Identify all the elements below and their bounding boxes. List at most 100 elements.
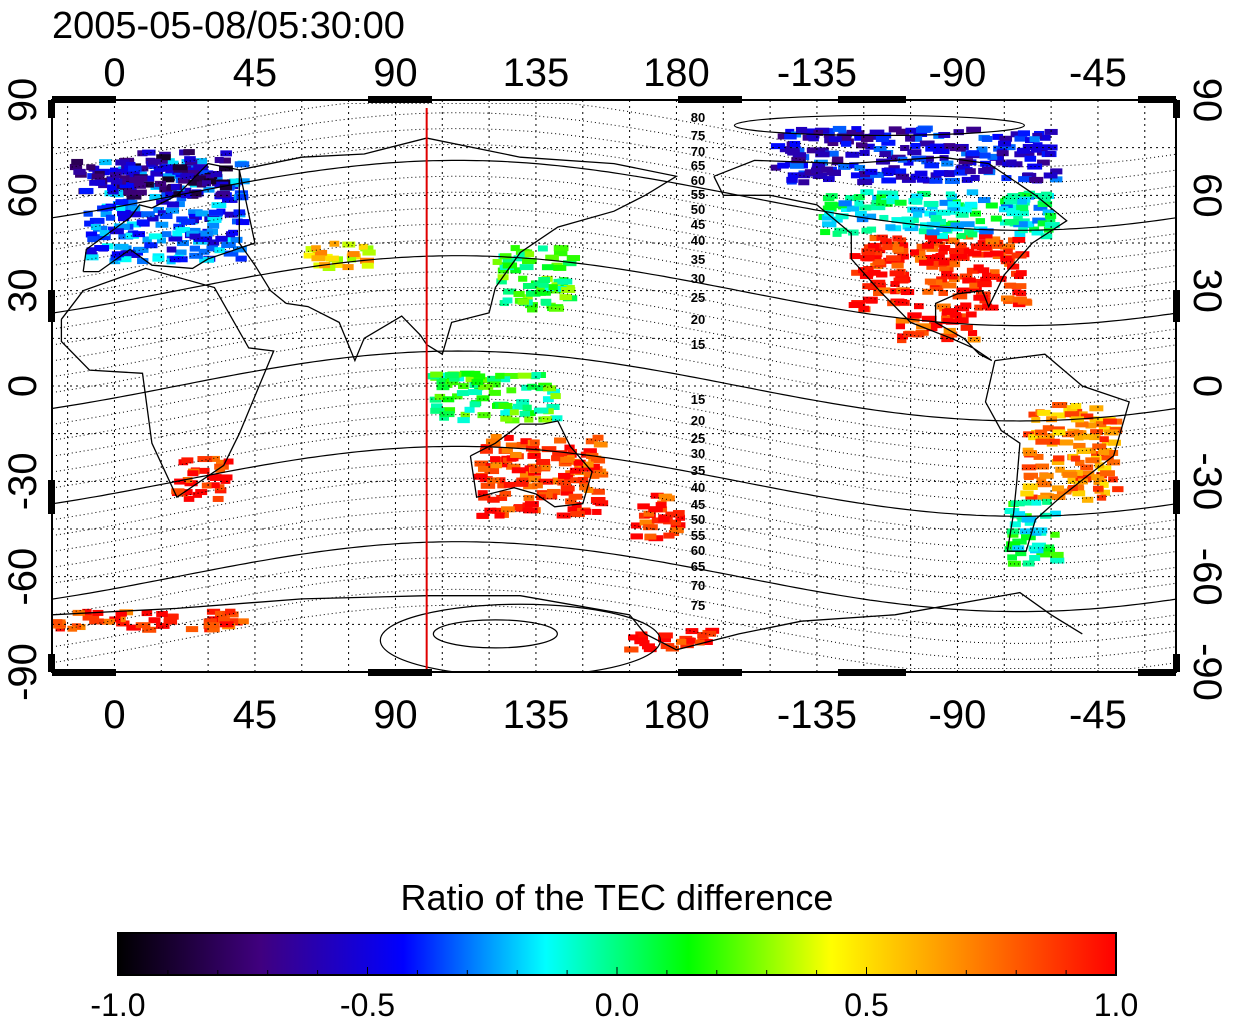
data-cell	[155, 622, 170, 629]
data-cell	[1024, 474, 1034, 481]
data-cell	[955, 211, 969, 218]
data-cell	[1036, 477, 1047, 484]
data-cell	[954, 169, 968, 176]
data-cell	[1076, 447, 1090, 454]
data-cell	[209, 474, 221, 481]
data-cell	[966, 267, 979, 274]
data-cell	[99, 159, 112, 166]
data-cell	[947, 273, 958, 280]
data-cell	[520, 438, 532, 445]
data-cell	[569, 467, 582, 474]
data-cell	[1012, 296, 1027, 303]
data-cell	[1013, 221, 1028, 228]
data-cell	[501, 376, 511, 383]
data-cell	[655, 502, 667, 509]
data-cell	[116, 616, 126, 623]
contour-line	[52, 445, 1176, 517]
data-cell	[1033, 453, 1044, 460]
data-cell	[530, 466, 542, 473]
data-cell	[588, 463, 600, 470]
data-cell	[439, 411, 455, 418]
data-cell	[1112, 486, 1124, 493]
data-cell	[1080, 413, 1094, 420]
data-cell	[1006, 204, 1022, 211]
right-tick-label: 0	[1185, 375, 1229, 397]
contour-label-north: 80	[691, 110, 705, 125]
data-cell	[1056, 488, 1072, 495]
data-cell	[939, 265, 950, 272]
data-cell	[529, 439, 540, 446]
data-cell	[149, 215, 159, 222]
data-cell	[156, 237, 166, 244]
data-cell	[905, 135, 916, 142]
data-cell	[923, 200, 939, 207]
data-cell	[1020, 490, 1034, 497]
data-cell	[226, 618, 239, 625]
contour-label-north: 30	[691, 271, 705, 286]
data-cell	[52, 619, 63, 626]
data-cell	[853, 194, 865, 201]
data-cell	[101, 204, 113, 211]
data-cell	[909, 217, 919, 224]
data-cell	[88, 613, 100, 620]
data-cell	[214, 156, 224, 163]
data-cell	[637, 503, 650, 510]
data-cell	[985, 238, 1000, 245]
data-cell	[876, 234, 888, 241]
data-cell	[1078, 478, 1088, 485]
data-cell	[362, 249, 376, 256]
contour-label-north: 70	[691, 144, 705, 159]
data-cell	[206, 482, 220, 489]
data-cell	[1035, 438, 1050, 445]
data-cell	[187, 470, 199, 477]
data-cell	[159, 186, 173, 193]
data-cell	[518, 275, 528, 282]
data-cell	[840, 140, 852, 147]
data-cell	[926, 245, 939, 252]
data-cell	[973, 294, 989, 301]
data-cell	[985, 202, 998, 209]
data-cell	[962, 277, 976, 284]
data-cell	[825, 193, 838, 200]
bottom-tick-label: 180	[643, 693, 710, 737]
data-cell	[496, 477, 506, 484]
data-cell	[439, 414, 449, 421]
data-cell	[217, 617, 230, 624]
data-cell	[214, 247, 225, 254]
data-cell	[115, 199, 129, 206]
data-cell	[1016, 147, 1031, 154]
data-cell	[478, 383, 494, 390]
data-cell	[1028, 411, 1039, 418]
data-cell	[155, 221, 169, 228]
data-cell	[964, 201, 978, 208]
data-cell	[536, 458, 551, 465]
data-cell	[937, 232, 949, 239]
right-tick-label: -90	[1185, 643, 1229, 701]
data-cell	[590, 496, 606, 503]
data-cell	[153, 165, 165, 172]
data-cell	[543, 385, 557, 392]
data-cell	[156, 154, 171, 161]
data-cell	[981, 272, 992, 279]
contour-polar-north	[733, 114, 1025, 137]
data-cell	[79, 187, 94, 194]
data-cell	[1006, 541, 1021, 548]
data-cell	[936, 209, 951, 216]
data-cell	[118, 256, 132, 263]
data-cell	[122, 198, 135, 205]
data-cell	[910, 173, 921, 180]
data-cell	[541, 446, 557, 453]
data-cell	[562, 260, 577, 267]
data-cell	[1031, 542, 1046, 549]
data-cell	[989, 273, 1000, 280]
data-cell	[1028, 545, 1038, 552]
data-cell	[967, 336, 981, 343]
data-cell	[1089, 434, 1101, 441]
top-tick-label: 90	[373, 51, 418, 95]
data-cell	[960, 221, 975, 228]
data-cell	[116, 620, 130, 627]
data-cell	[519, 264, 534, 271]
data-cell	[1000, 255, 1013, 262]
data-cell	[910, 207, 925, 214]
data-cell	[184, 480, 198, 487]
